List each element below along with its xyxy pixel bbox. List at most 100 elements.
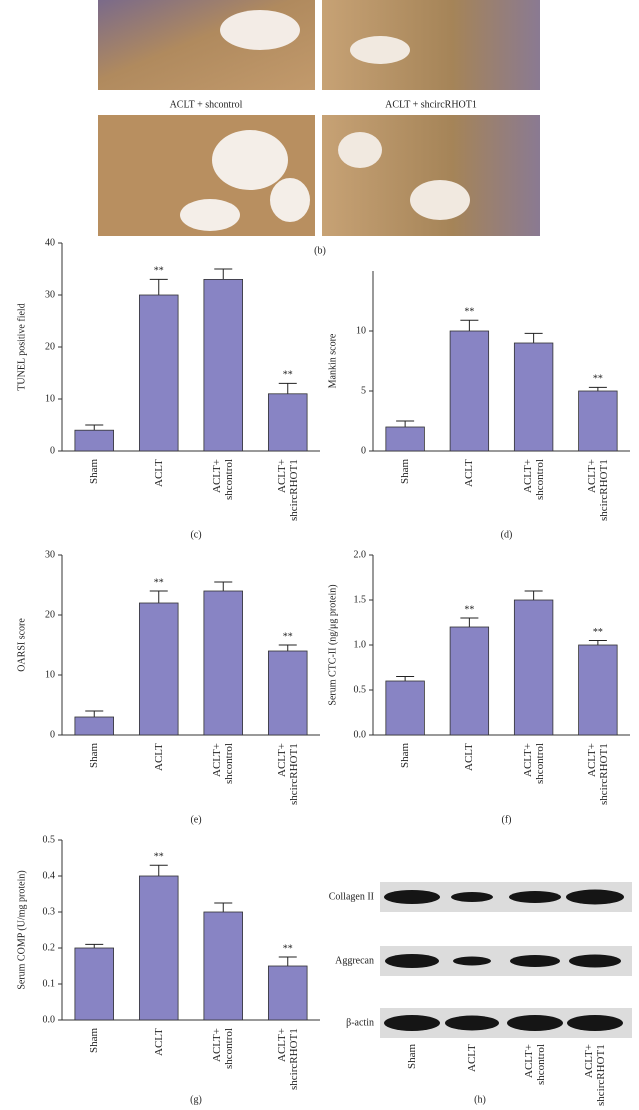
x-tick-label: ACLT xyxy=(152,1028,165,1056)
significance-mark: ** xyxy=(283,943,293,954)
bar xyxy=(74,947,115,1021)
y-tick-label: 0 xyxy=(50,729,55,740)
western-blot: (h) Collagen II Aggrecan β-actin xyxy=(329,882,632,1105)
y-tick-label: 20 xyxy=(45,341,55,352)
y-tick-label: 0.4 xyxy=(43,870,56,881)
bar xyxy=(578,644,618,736)
x-tick-label: ACLT xyxy=(463,743,476,771)
y-tick-label: 0.3 xyxy=(43,906,56,917)
image-label: ACLT + shcontrol xyxy=(170,99,243,110)
bar xyxy=(385,680,425,736)
blot-band xyxy=(510,955,560,967)
image-detail xyxy=(220,10,300,50)
panel-caption: (d) xyxy=(501,529,513,540)
blot-band xyxy=(569,954,621,968)
y-tick-label: 5 xyxy=(361,385,366,396)
x-tick-label: Sham xyxy=(399,743,412,769)
x-tick-label: ACLT xyxy=(152,743,165,771)
error-bar xyxy=(278,956,297,966)
y-tick-label: 30 xyxy=(45,289,55,300)
significance-mark: ** xyxy=(154,851,164,862)
bar xyxy=(74,716,115,736)
bar xyxy=(203,278,243,452)
bar xyxy=(203,911,243,1021)
error-bar xyxy=(214,268,233,280)
bar xyxy=(385,426,425,452)
x-tick-label: ACLT+ shcircRHOT1 xyxy=(275,459,300,521)
x-tick-label: ACLT+ shcircRHOT1 xyxy=(275,743,300,805)
blot-band xyxy=(384,1015,440,1031)
bar xyxy=(138,602,179,736)
bar xyxy=(138,875,179,1021)
error-bar xyxy=(278,382,297,394)
error-bar xyxy=(588,386,607,391)
y-tick-label: 0.2 xyxy=(43,942,56,953)
image-detail xyxy=(338,132,382,168)
x-tick-label: ACLT+ shcircRHOT1 xyxy=(585,743,610,805)
y-tick-label: 10 xyxy=(45,393,55,404)
y-tick-label: 0.5 xyxy=(43,834,56,845)
y-tick-label: 10 xyxy=(45,669,55,680)
y-tick-label: 2.0 xyxy=(354,549,367,560)
image-detail xyxy=(270,178,310,222)
error-bar xyxy=(396,420,415,427)
bar xyxy=(578,390,618,452)
significance-mark: ** xyxy=(464,604,474,615)
panel-caption: (b) xyxy=(314,245,326,256)
y-axis-label: Serum CTC-II (ng/μg protein) xyxy=(327,584,338,705)
error-bar xyxy=(214,581,233,591)
panel-caption: (c) xyxy=(190,529,201,540)
histology-images: ACLT + shcontrol ACLT + shcircRHOT1 (b) xyxy=(98,0,540,256)
y-tick-label: 30 xyxy=(45,549,55,560)
blot-band xyxy=(384,890,440,904)
x-tick-label: ACLT xyxy=(152,459,165,487)
error-bar xyxy=(396,676,415,681)
x-tick-label: Sham xyxy=(88,743,101,769)
y-tick-label: 0 xyxy=(361,445,366,456)
error-bar xyxy=(278,644,297,651)
bar xyxy=(449,626,490,736)
error-bar xyxy=(85,943,104,948)
significance-mark: ** xyxy=(283,631,293,642)
blot-band xyxy=(567,1015,623,1031)
y-tick-label: 0.0 xyxy=(354,729,367,740)
y-tick-label: 1.5 xyxy=(354,594,367,605)
bar xyxy=(513,342,554,452)
blot-band xyxy=(385,954,439,968)
y-tick-label: 1.0 xyxy=(354,639,367,650)
y-tick-label: 0.5 xyxy=(354,684,367,695)
error-bar xyxy=(524,590,543,600)
x-tick-label: ACLT+ shcontrol xyxy=(211,459,236,500)
bar xyxy=(267,650,308,736)
error-bar xyxy=(149,864,168,876)
bar xyxy=(138,294,179,452)
x-tick-label: ACLT+ shcircRHOT1 xyxy=(275,1028,300,1090)
x-tick-label: ACLT+ shcontrol xyxy=(211,743,236,784)
error-bar xyxy=(214,902,233,912)
blot-band xyxy=(451,892,493,902)
x-tick-label: ACLT+ shcontrol xyxy=(211,1028,236,1069)
y-tick-label: 0.0 xyxy=(43,1014,56,1025)
x-tick-label: ACLT+ shcontrol xyxy=(521,459,546,500)
image-detail xyxy=(212,130,288,190)
x-tick-label: ACLT+ shcircRHOT1 xyxy=(583,1044,607,1106)
blot-band xyxy=(507,1015,563,1031)
error-bar xyxy=(85,710,104,717)
significance-mark: ** xyxy=(464,306,474,317)
y-axis-label: Serum COMP (U/mg protein) xyxy=(16,870,27,989)
y-tick-label: 40 xyxy=(45,237,55,248)
bar xyxy=(513,599,554,736)
bar xyxy=(449,330,490,452)
x-tick-label: ACLT+ shcontrol xyxy=(521,743,546,784)
x-tick-label: ACLT xyxy=(466,1044,478,1072)
significance-mark: ** xyxy=(593,374,603,385)
bar xyxy=(267,393,308,452)
error-bar xyxy=(85,424,104,431)
image-label: ACLT + shcircRHOT1 xyxy=(385,99,477,110)
significance-mark: ** xyxy=(593,627,603,638)
blot-band xyxy=(566,889,624,905)
y-tick-label: 0 xyxy=(50,445,55,456)
bar xyxy=(203,590,243,736)
